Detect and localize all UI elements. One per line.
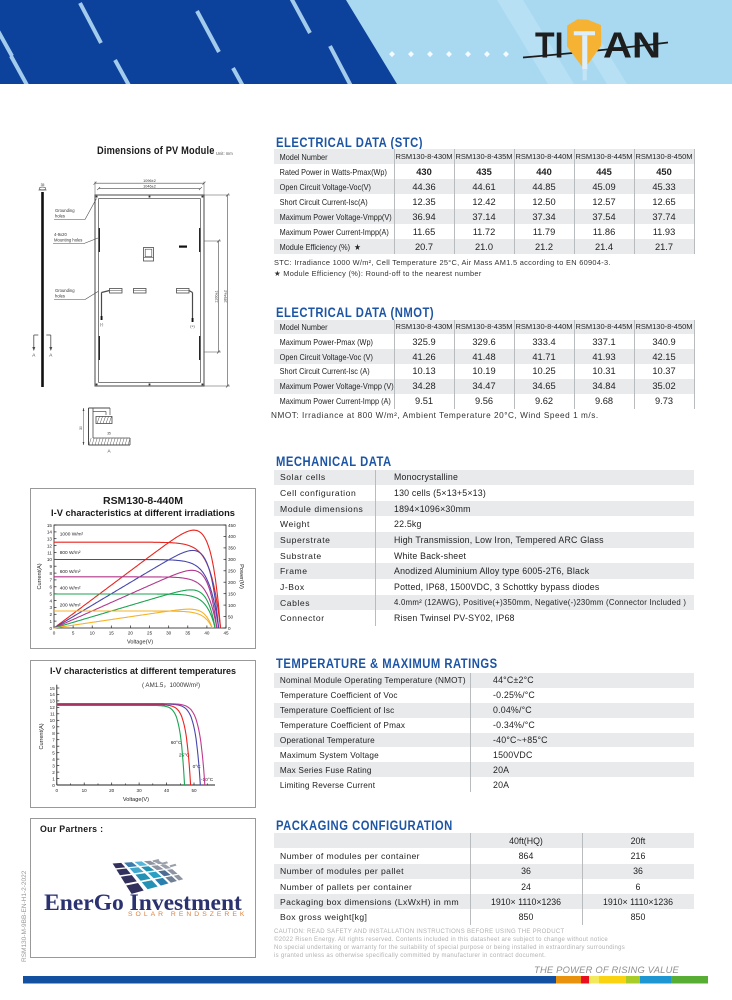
svg-text:7: 7 — [52, 738, 55, 743]
svg-text:5: 5 — [72, 631, 75, 636]
svg-text:0: 0 — [53, 631, 56, 636]
svg-text:40: 40 — [164, 788, 170, 793]
svg-text:10: 10 — [90, 631, 96, 636]
svg-text:1: 1 — [49, 619, 52, 624]
svg-text:Grounding: Grounding — [55, 208, 75, 213]
svg-text:11: 11 — [47, 550, 52, 555]
svg-text:35: 35 — [185, 631, 191, 636]
svg-text:Current(A): Current(A) — [39, 723, 45, 749]
svg-text:6: 6 — [49, 585, 52, 590]
svg-text:Current(A): Current(A) — [37, 563, 43, 589]
svg-text:7: 7 — [49, 578, 52, 583]
svg-text:35: 35 — [107, 432, 111, 436]
svg-text:4-9x20: 4-9x20 — [54, 232, 67, 237]
svg-text:200 W/m²: 200 W/m² — [60, 603, 81, 609]
svg-text:5: 5 — [52, 751, 55, 756]
svg-text:300: 300 — [228, 557, 236, 562]
svg-text:5: 5 — [49, 592, 52, 597]
svg-text:3: 3 — [49, 605, 52, 610]
svg-text:35: 35 — [41, 183, 45, 187]
svg-text:100: 100 — [228, 603, 236, 608]
svg-text:10: 10 — [82, 788, 88, 793]
svg-text:200: 200 — [228, 580, 236, 585]
svg-text:9: 9 — [52, 725, 55, 730]
svg-text:15: 15 — [47, 523, 53, 528]
svg-text:8: 8 — [52, 731, 55, 736]
svg-text:10: 10 — [47, 557, 53, 562]
svg-text:6: 6 — [52, 744, 55, 749]
svg-text:-10°C: -10°C — [201, 777, 214, 783]
svg-text:30: 30 — [79, 426, 83, 430]
svg-text:12: 12 — [47, 543, 53, 548]
svg-text:1: 1 — [52, 776, 55, 781]
svg-text:50: 50 — [228, 614, 234, 619]
svg-text:(-): (-) — [100, 323, 104, 327]
svg-text:TI: TI — [535, 25, 564, 66]
svg-text:1000 W/m²: 1000 W/m² — [60, 532, 84, 538]
svg-text:1096±2: 1096±2 — [143, 179, 156, 183]
svg-text:14: 14 — [50, 692, 56, 697]
svg-text:Voltage(V): Voltage(V) — [127, 640, 153, 646]
svg-text:14: 14 — [47, 530, 53, 535]
svg-text:13: 13 — [50, 699, 56, 704]
svg-text:0°C: 0°C — [193, 764, 202, 770]
svg-text:800 W/m²: 800 W/m² — [60, 550, 81, 556]
svg-text:4: 4 — [49, 598, 52, 603]
svg-text:13: 13 — [47, 537, 53, 542]
svg-text:Power(W): Power(W) — [238, 564, 244, 589]
svg-text:holes: holes — [55, 214, 65, 219]
svg-text:450: 450 — [228, 523, 236, 528]
svg-text:0: 0 — [56, 788, 59, 793]
svg-text:15: 15 — [109, 631, 115, 636]
svg-text:20: 20 — [128, 631, 134, 636]
svg-text:25: 25 — [147, 631, 153, 636]
svg-text:400: 400 — [228, 534, 236, 539]
svg-text:0: 0 — [52, 783, 55, 788]
svg-text:350: 350 — [228, 546, 236, 551]
svg-text:(+): (+) — [190, 325, 195, 329]
svg-text:A: A — [107, 449, 111, 454]
svg-text:Mounting holes: Mounting holes — [54, 238, 82, 243]
svg-text:15: 15 — [50, 686, 56, 691]
svg-text:2: 2 — [49, 612, 52, 617]
svg-text:50: 50 — [191, 788, 197, 793]
svg-text:A: A — [49, 353, 53, 358]
svg-text:600 W/m²: 600 W/m² — [60, 569, 81, 575]
svg-text:Grounding: Grounding — [55, 288, 75, 293]
svg-text:40: 40 — [204, 631, 210, 636]
svg-text:60°C: 60°C — [171, 740, 182, 746]
svg-text:30: 30 — [137, 788, 143, 793]
svg-text:holes: holes — [55, 294, 65, 299]
svg-text:3: 3 — [52, 763, 55, 768]
svg-text:11: 11 — [50, 712, 55, 717]
svg-text:30: 30 — [166, 631, 172, 636]
svg-text:10: 10 — [50, 718, 56, 723]
svg-text:400 W/m²: 400 W/m² — [60, 586, 81, 592]
svg-text:A: A — [32, 353, 36, 358]
svg-text:9: 9 — [49, 564, 52, 569]
svg-text:12: 12 — [50, 705, 56, 710]
svg-text:1046±2: 1046±2 — [143, 185, 156, 189]
svg-text:150: 150 — [228, 592, 236, 597]
svg-text:1894±2: 1894±2 — [224, 290, 228, 303]
svg-text:25°C: 25°C — [179, 753, 190, 759]
svg-text:0: 0 — [228, 626, 231, 631]
svg-text:1100±1: 1100±1 — [215, 290, 219, 302]
svg-text:2: 2 — [52, 770, 55, 775]
svg-text:45: 45 — [223, 631, 229, 636]
svg-text:250: 250 — [228, 569, 236, 574]
svg-text:Voltage(V): Voltage(V) — [123, 797, 149, 803]
svg-text:20: 20 — [109, 788, 115, 793]
svg-text:4: 4 — [52, 757, 55, 762]
svg-text:0: 0 — [49, 626, 52, 631]
svg-text:8: 8 — [49, 571, 52, 576]
